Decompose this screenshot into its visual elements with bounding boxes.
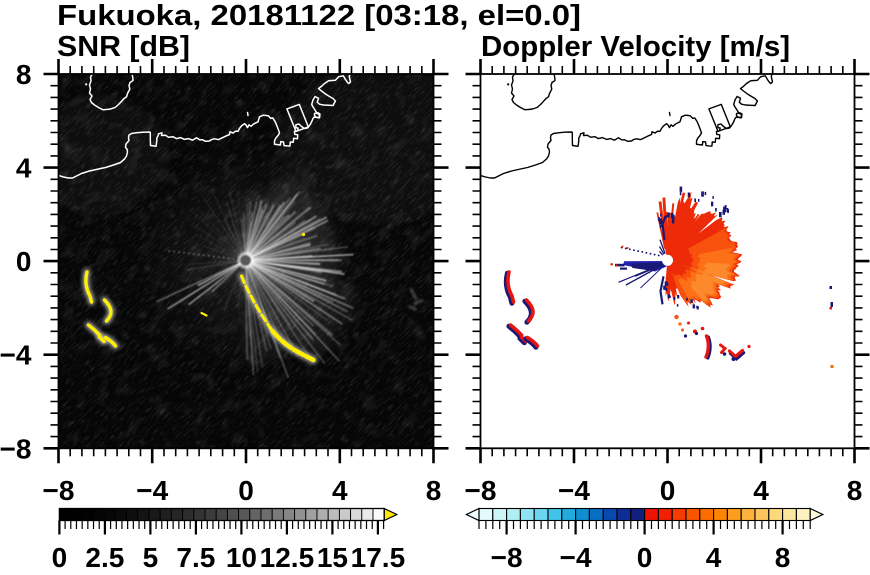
svg-text:8: 8	[16, 59, 32, 90]
svg-text:0: 0	[637, 542, 653, 570]
svg-text:−4: −4	[560, 542, 592, 570]
svg-text:−8: −8	[491, 542, 523, 570]
svg-text:17.5: 17.5	[351, 542, 406, 570]
svg-text:4: 4	[706, 542, 722, 570]
svg-text:−4: −4	[136, 475, 168, 506]
svg-text:0: 0	[238, 475, 254, 506]
svg-text:8: 8	[426, 475, 442, 506]
svg-text:0: 0	[52, 542, 68, 570]
svg-text:10: 10	[226, 542, 257, 570]
svg-text:0: 0	[16, 246, 32, 277]
svg-text:SNR [dB]: SNR [dB]	[57, 31, 190, 63]
svg-text:8: 8	[775, 542, 791, 570]
svg-text:15: 15	[317, 542, 348, 570]
svg-text:−4: −4	[558, 475, 590, 506]
svg-text:−8: −8	[43, 475, 75, 506]
svg-text:4: 4	[332, 475, 348, 506]
svg-text:7.5: 7.5	[176, 542, 215, 570]
svg-text:Fukuoka, 20181122 [03:18, el=0: Fukuoka, 20181122 [03:18, el=0.0]	[57, 0, 581, 32]
svg-text:Doppler Velocity [m/s]: Doppler Velocity [m/s]	[481, 31, 790, 63]
svg-text:4: 4	[16, 153, 32, 184]
svg-text:5: 5	[143, 542, 159, 570]
svg-text:0: 0	[660, 475, 676, 506]
svg-text:4: 4	[753, 475, 769, 506]
svg-text:−8: −8	[0, 433, 32, 464]
svg-text:2.5: 2.5	[85, 542, 124, 570]
svg-text:8: 8	[847, 475, 863, 506]
svg-text:−4: −4	[0, 340, 32, 371]
svg-text:−8: −8	[465, 475, 497, 506]
svg-text:12.5: 12.5	[260, 542, 315, 570]
